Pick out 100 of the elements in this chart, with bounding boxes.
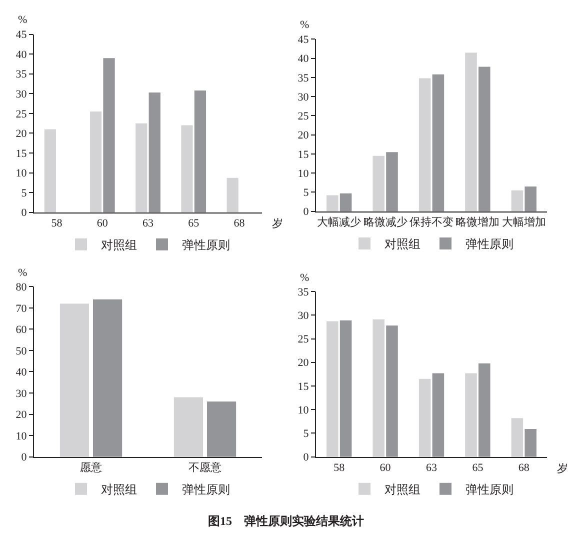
- bar: [326, 321, 338, 457]
- bar: [511, 190, 524, 212]
- y-axis-title: %: [18, 14, 28, 26]
- x-tick-label: 65: [472, 462, 484, 474]
- legend-label: 弹性原则: [182, 238, 230, 252]
- y-tick-label: 80: [16, 282, 28, 294]
- y-tick-label: 30: [298, 310, 310, 322]
- y-tick-label: 60: [16, 324, 28, 336]
- bar: [432, 74, 444, 212]
- y-tick-label: 45: [298, 34, 310, 46]
- y-tick-label: 35: [298, 72, 310, 84]
- bar: [90, 111, 102, 212]
- y-tick-label: 25: [16, 108, 28, 120]
- caption: 图15 弹性原则实验结果统计: [208, 514, 364, 528]
- x-tick-label: 63: [142, 218, 154, 230]
- x-tick-label: 大幅增加: [502, 216, 546, 229]
- legend-label: 对照组: [101, 482, 137, 497]
- bar: [148, 92, 160, 212]
- x-tick-label: 68: [518, 462, 530, 474]
- bar: [226, 178, 238, 212]
- bar: [418, 378, 431, 457]
- x-tick-label: 68: [234, 218, 246, 230]
- x-tick-label: 略微减少: [363, 216, 408, 229]
- y-tick-label: 40: [16, 48, 28, 61]
- y-axis-title: %: [300, 19, 310, 31]
- legend-label: 对照组: [384, 237, 420, 252]
- y-tick-label: 15: [16, 148, 28, 160]
- x-tick-label: 65: [188, 218, 200, 230]
- y-tick-label: 20: [298, 130, 310, 142]
- x-tick-label: 60: [380, 462, 392, 474]
- y-tick-label: 50: [16, 345, 28, 358]
- y-tick-label: 40: [16, 366, 28, 379]
- y-axis-title: %: [18, 267, 28, 279]
- y-tick-label: 5: [303, 187, 310, 200]
- y-tick-label: 20: [298, 357, 310, 370]
- bar: [340, 193, 352, 212]
- x-tick-label: 不愿意: [188, 461, 222, 474]
- x-axis-title: 岁: [557, 463, 568, 475]
- bar: [206, 402, 236, 457]
- bar: [478, 363, 490, 457]
- x-tick-label: 愿意: [80, 461, 102, 474]
- y-tick-label: 10: [16, 430, 28, 442]
- bar: [386, 152, 398, 212]
- y-tick-label: 10: [298, 404, 310, 416]
- bar: [418, 78, 431, 212]
- legend-label: 对照组: [384, 482, 420, 497]
- bar: [511, 418, 524, 457]
- bar: [465, 52, 477, 212]
- bar: [92, 299, 122, 457]
- x-tick-label: 58: [334, 462, 346, 474]
- y-tick-label: 15: [298, 148, 310, 161]
- x-tick-label: 略微增加: [456, 216, 500, 229]
- x-tick-label: 63: [426, 462, 438, 474]
- bar: [372, 319, 384, 457]
- y-tick-label: 15: [298, 380, 310, 393]
- y-axis-title: %: [300, 272, 310, 284]
- y-tick-label: 0: [303, 206, 310, 218]
- bar: [194, 90, 206, 212]
- y-tick-label: 5: [21, 187, 28, 200]
- bar: [340, 320, 352, 457]
- bar: [44, 129, 56, 212]
- y-tick-label: 25: [298, 334, 310, 346]
- bar: [524, 186, 536, 212]
- bar: [432, 373, 444, 457]
- bar: [181, 125, 193, 212]
- y-tick-label: 0: [303, 452, 310, 464]
- bar: [103, 58, 115, 212]
- x-tick-label: 大幅减少: [317, 216, 362, 229]
- legend-label: 弹性原则: [466, 482, 514, 497]
- y-tick-label: 0: [21, 207, 28, 220]
- bar: [60, 304, 90, 457]
- y-tick-label: 30: [16, 88, 28, 101]
- x-tick-label: 58: [51, 218, 63, 230]
- x-tick-label: 60: [96, 218, 108, 230]
- legend-label: 弹性原则: [466, 237, 514, 252]
- y-tick-label: 70: [16, 302, 28, 315]
- bar: [465, 373, 477, 457]
- y-tick-label: 25: [298, 110, 310, 123]
- y-tick-label: 35: [16, 68, 28, 81]
- legend-label: 弹性原则: [182, 482, 230, 497]
- bar: [174, 397, 204, 457]
- y-tick-label: 20: [16, 409, 28, 422]
- bar: [136, 123, 148, 212]
- x-tick-label: 保持不变: [410, 216, 454, 229]
- y-tick-label: 10: [298, 168, 310, 180]
- y-tick-label: 35: [298, 286, 310, 298]
- y-tick-label: 0: [21, 452, 28, 464]
- y-tick-label: 5: [303, 428, 310, 440]
- y-tick-label: 30: [16, 388, 28, 400]
- y-tick-label: 40: [298, 53, 310, 66]
- bar: [372, 156, 384, 212]
- bar: [386, 326, 398, 457]
- bar: [326, 195, 338, 212]
- y-tick-label: 30: [298, 91, 310, 104]
- y-tick-label: 20: [16, 128, 28, 140]
- legend-label: 对照组: [101, 238, 137, 252]
- x-axis-title: 岁: [272, 218, 283, 230]
- bar: [524, 428, 536, 457]
- y-tick-label: 45: [16, 29, 28, 42]
- y-tick-label: 10: [16, 168, 28, 180]
